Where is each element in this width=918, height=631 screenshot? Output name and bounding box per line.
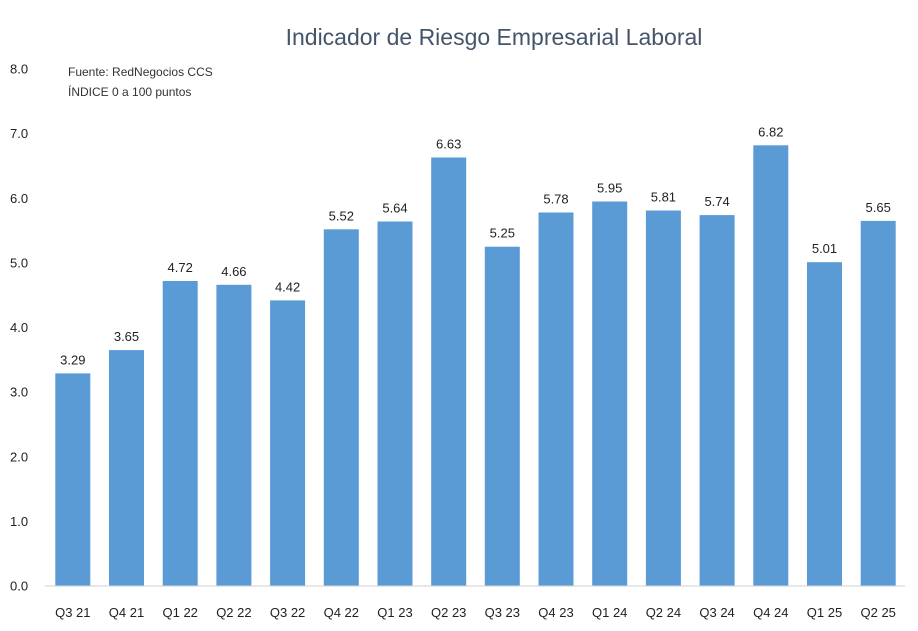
data-label: 5.01 [812, 241, 837, 256]
data-label: 5.52 [329, 208, 354, 223]
bar [860, 220, 896, 586]
bar [538, 212, 574, 586]
bar [216, 284, 252, 586]
x-tick-label: Q2 25 [860, 605, 895, 620]
data-label: 5.81 [651, 190, 676, 205]
data-label: 5.65 [866, 200, 891, 215]
data-label: 5.95 [597, 181, 622, 196]
x-tick-label: Q2 22 [216, 605, 251, 620]
y-tick-label: 7.0 [10, 126, 28, 141]
data-label: 4.42 [275, 279, 300, 294]
index-note: ÍNDICE 0 a 100 puntos [68, 84, 191, 99]
x-tick-label: Q3 22 [270, 605, 305, 620]
data-label: 4.72 [168, 260, 193, 275]
x-tick-label: Q3 21 [55, 605, 90, 620]
x-tick-label: Q1 25 [807, 605, 842, 620]
bar-series [55, 145, 896, 587]
data-label: 5.25 [490, 226, 515, 241]
chart-title: Indicador de Riesgo Empresarial Laboral [286, 24, 703, 50]
bar [699, 215, 735, 586]
data-label: 4.66 [221, 264, 246, 279]
data-label: 6.82 [758, 124, 783, 139]
bar [270, 300, 306, 586]
y-tick-label: 6.0 [10, 191, 28, 206]
x-tick-label: Q1 24 [592, 605, 627, 620]
y-tick-label: 4.0 [10, 320, 28, 335]
x-tick-label: Q2 24 [646, 605, 681, 620]
y-tick-label: 5.0 [10, 255, 28, 270]
bar [109, 350, 144, 586]
x-tick-label: Q2 23 [431, 605, 466, 620]
x-tick-label: Q1 23 [377, 605, 412, 620]
y-tick-label: 0.0 [10, 579, 28, 594]
data-label: 5.74 [704, 194, 729, 209]
data-label: 5.64 [382, 201, 407, 216]
data-label: 3.29 [60, 352, 85, 367]
bar [377, 221, 413, 586]
y-tick-label: 1.0 [10, 514, 28, 529]
bar [323, 229, 359, 587]
x-tick-label: Q1 22 [162, 605, 197, 620]
x-axis: Q3 21 Q4 21 Q1 22 Q2 22 Q3 22 Q4 22 Q1 23 Q2 23… [55, 605, 896, 620]
bar [431, 157, 467, 586]
x-tick-label: Q3 24 [699, 605, 734, 620]
bar [162, 281, 198, 586]
y-axis: 0.0 1.0 2.0 3.0 4.0 5.0 6.0 7.0 8.0 [10, 62, 28, 594]
x-tick-label: Q3 23 [485, 605, 520, 620]
y-tick-label: 3.0 [10, 385, 28, 400]
data-label: 5.78 [543, 192, 568, 207]
x-tick-label: Q4 23 [538, 605, 573, 620]
bar [592, 201, 628, 586]
source-note: Fuente: RedNegocios CCS [68, 65, 213, 79]
bar [753, 145, 789, 587]
data-labels: 3.29 3.65 4.72 4.66 4.42 5.52 5.64 6.63 5.25 5.78… [60, 124, 891, 367]
y-tick-label: 8.0 [10, 62, 28, 77]
bar [484, 246, 520, 586]
bar [55, 373, 91, 586]
bar [807, 262, 842, 586]
bar [645, 210, 681, 586]
y-tick-label: 2.0 [10, 449, 28, 464]
x-tick-label: Q4 24 [753, 605, 788, 620]
x-tick-label: Q4 22 [324, 605, 359, 620]
x-tick-label: Q4 21 [109, 605, 144, 620]
data-label: 6.63 [436, 137, 461, 152]
data-label: 3.65 [114, 329, 139, 344]
